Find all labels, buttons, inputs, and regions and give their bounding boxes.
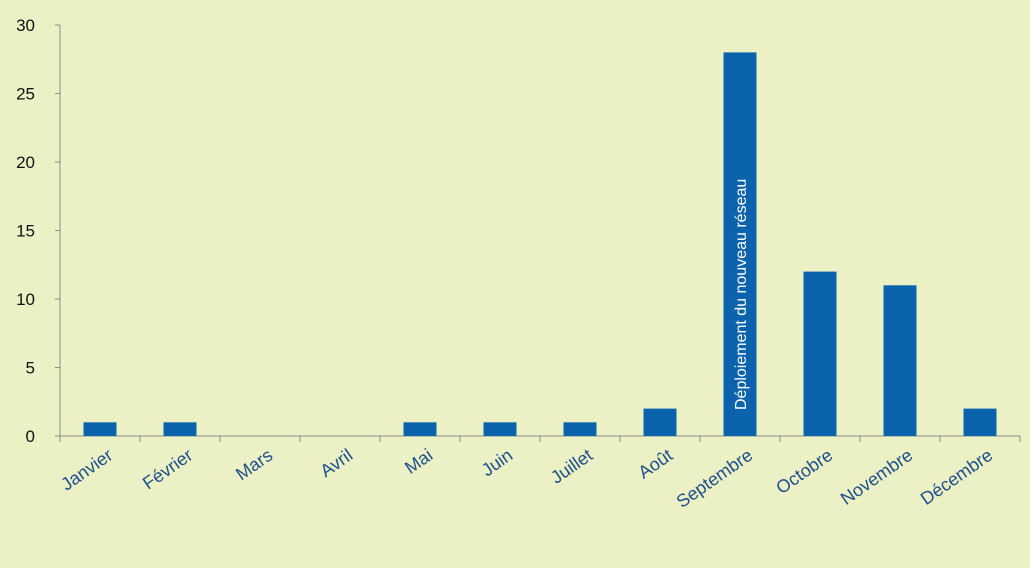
y-tick-label: 25: [16, 85, 35, 104]
bar-mai: [403, 422, 437, 436]
bar-décembre: [963, 408, 997, 436]
bar-annotation: Déploiement du nouveau réseau: [733, 179, 750, 410]
y-tick-label: 30: [16, 16, 35, 35]
x-tick-label: Août: [634, 445, 676, 483]
x-tick-label: Janvier: [57, 445, 116, 495]
x-tick-label: Septembre: [673, 445, 757, 512]
x-tick-label: Mars: [232, 445, 276, 484]
bar-novembre: [883, 285, 917, 436]
x-tick-label: Décembre: [917, 445, 996, 509]
bar-février: [163, 422, 197, 436]
bar-septembre: [723, 52, 757, 437]
x-tick-label: Mai: [401, 445, 436, 478]
chart-bars: [83, 52, 997, 437]
bar-janvier: [83, 422, 117, 436]
y-tick-label: 5: [26, 359, 35, 378]
x-tick-label: Novembre: [837, 445, 916, 509]
bar-août: [643, 408, 677, 436]
y-tick-label: 10: [16, 290, 35, 309]
y-tick-label: 0: [26, 427, 35, 446]
x-tick-label: Février: [139, 445, 196, 494]
x-tick-label: Avril: [316, 445, 356, 481]
bar-juillet: [563, 422, 597, 436]
chart-labels: 0 5 10 15 20 25 30 Janvier Février Mars Avril Mai Ju…: [16, 16, 996, 512]
y-tick-label: 15: [16, 222, 35, 241]
x-tick-label: Juillet: [547, 445, 596, 488]
y-tick-label: 20: [16, 153, 35, 172]
x-tick-label: Octobre: [772, 445, 836, 498]
bar-octobre: [803, 271, 837, 436]
x-tick-label: Juin: [478, 445, 517, 480]
chart-axes: [55, 24, 1021, 442]
bar-juin: [483, 422, 517, 436]
